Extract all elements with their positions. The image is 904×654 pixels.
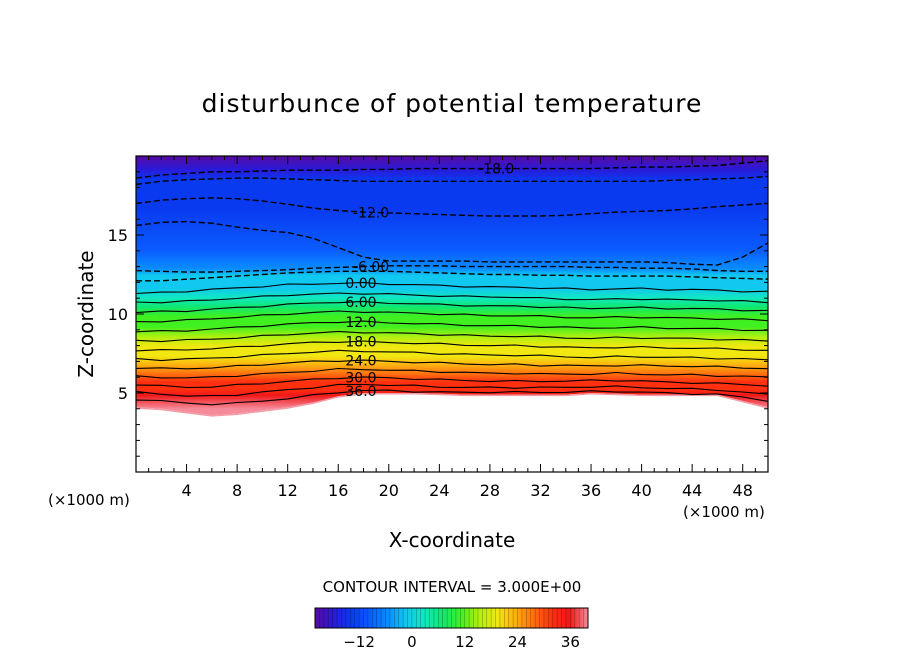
x-tick-label: 16 [328,481,348,500]
contour-label: 0.00 [345,276,376,292]
x-tick-label: 20 [379,481,399,500]
x-tick-label: 40 [631,481,651,500]
colorbar-fill [315,608,588,628]
y-tick-label: 15 [108,226,128,245]
colorbar-frame [314,607,589,629]
x-tick-label: 24 [429,481,449,500]
contour-line [136,265,768,273]
contour-line [136,281,768,295]
contour-line [136,220,768,266]
axis-ticks [136,156,768,472]
plot-area: -18.0 -12.0 -6.000.00 6.00 12.0 18.0 24.030.03… [136,156,768,472]
x-tick-label: 36 [581,481,601,500]
contour-line [136,300,768,314]
x-tick-label: 32 [530,481,550,500]
colorbar: −12 0 12 24 36 [314,607,589,651]
contour-line [136,292,768,304]
contour-line [136,349,768,362]
contour-label: 36.0 [345,384,376,400]
colorbar-label: 0 [407,633,417,651]
x-tick-label: 44 [682,481,702,500]
contour-line [136,359,768,370]
colorbar-label: 24 [508,633,527,651]
contour-line [136,389,768,406]
x-unit-left: (×1000 m) [48,491,130,509]
y-tick-labels: 5 10 15 [108,226,128,403]
contour-labels: -18.0 -12.0 -6.000.00 6.00 12.0 18.0 24.030.03… [345,162,514,400]
x-axis-label: X-coordinate [389,528,516,552]
contour-line [136,340,768,352]
contour-label: 6.00 [345,295,376,311]
contour-line [136,160,768,179]
colorbar-label: 36 [561,633,580,651]
contour-line [136,376,768,389]
y-tick-label: 5 [118,384,128,403]
x-tick-label: 48 [733,481,753,500]
contour-label: 24.0 [345,354,376,370]
contour-lines [136,160,768,406]
contour-label: -6.00 [353,259,389,275]
colorbar-label: −12 [343,633,375,651]
contour-line [136,197,768,217]
contour-label: 18.0 [345,335,376,351]
x-tick-label: 12 [278,481,298,500]
x-tick-labels: 4 8 12 16 20 24 28 32 36 40 44 48 [181,481,752,500]
contour-label: 30.0 [345,370,376,386]
contour-line [136,330,768,343]
contour-line [136,367,768,379]
y-axis-label: Z-coordinate [74,250,98,377]
terrain [136,393,768,472]
contour-interval-text: CONTOUR INTERVAL = 3.000E+00 [323,578,582,596]
x-tick-label: 8 [232,481,242,500]
contour-line [136,320,768,333]
contour-label: 12.0 [345,315,376,331]
colorbar-labels: −12 0 12 24 36 [343,633,580,651]
contour-line [136,310,768,323]
x-tick-label: 28 [480,481,500,500]
colorbar-label: 12 [455,633,474,651]
contour-line [136,383,768,397]
x-unit-right: (×1000 m) [683,503,765,521]
y-tick-label: 10 [108,305,128,324]
contour-label: -12.0 [353,205,389,221]
x-tick-label: 4 [181,481,191,500]
chart-title: disturbunce of potential temperature [202,89,703,118]
terrain-rim [136,393,768,417]
contour-line [136,175,768,186]
contour-label: -18.0 [478,162,514,178]
contour-line [136,270,768,282]
